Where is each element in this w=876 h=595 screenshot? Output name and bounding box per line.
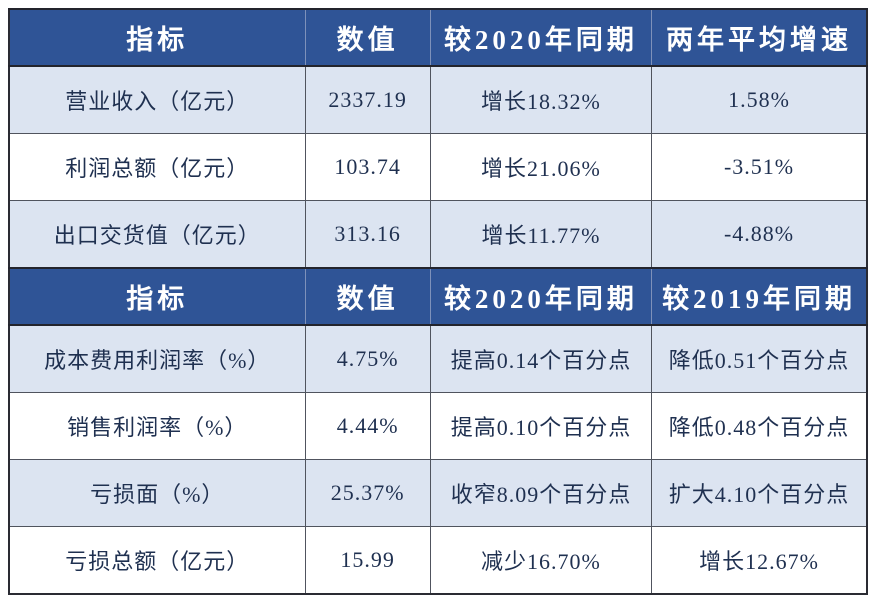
row-loss-ratio: 亏损面（%） 25.37% 收窄8.09个百分点 扩大4.10个百分点 [8, 459, 868, 527]
row-export-delivery-value: 出口交货值（亿元） 313.16 增长11.77% -4.88% [8, 200, 868, 269]
cell-vs-2020: 收窄8.09个百分点 [429, 459, 653, 527]
cell-value: 4.44% [304, 392, 431, 460]
cell-vs-2020: 增长21.06% [429, 133, 653, 201]
cell-vs-2020: 增长11.77% [429, 200, 653, 269]
header-vs-2020: 较2020年同期 [429, 267, 653, 326]
cell-indicator: 成本费用利润率（%） [8, 324, 306, 393]
cell-vs-2019: 增长12.67% [651, 526, 868, 595]
cell-indicator: 出口交货值（亿元） [8, 200, 306, 269]
header-indicator: 指标 [8, 267, 306, 326]
cell-two-year-avg: 1.58% [651, 65, 868, 134]
cell-vs-2019: 降低0.48个百分点 [651, 392, 868, 460]
cell-value: 103.74 [304, 133, 431, 201]
cell-value: 313.16 [304, 200, 431, 269]
economic-indicators-table: 指标 数值 较2020年同期 两年平均增速 营业收入（亿元） 2337.19 增… [8, 8, 868, 595]
cell-value: 25.37% [304, 459, 431, 527]
row-cost-expense-profit-ratio: 成本费用利润率（%） 4.75% 提高0.14个百分点 降低0.51个百分点 [8, 324, 868, 393]
cell-vs-2020: 提高0.14个百分点 [429, 324, 653, 393]
cell-two-year-avg: -4.88% [651, 200, 868, 269]
cell-value: 2337.19 [304, 65, 431, 134]
cell-indicator: 销售利润率（%） [8, 392, 306, 460]
cell-value: 4.75% [304, 324, 431, 393]
row-sales-profit-ratio: 销售利润率（%） 4.44% 提高0.10个百分点 降低0.48个百分点 [8, 392, 868, 460]
cell-vs-2020: 增长18.32% [429, 65, 653, 134]
cell-vs-2020: 减少16.70% [429, 526, 653, 595]
header-two-year-avg-growth: 两年平均增速 [651, 8, 868, 67]
header-value: 数值 [304, 8, 431, 67]
row-total-profit: 利润总额（亿元） 103.74 增长21.06% -3.51% [8, 133, 868, 201]
cell-two-year-avg: -3.51% [651, 133, 868, 201]
row-total-loss: 亏损总额（亿元） 15.99 减少16.70% 增长12.67% [8, 526, 868, 595]
cell-indicator: 亏损总额（亿元） [8, 526, 306, 595]
header-value: 数值 [304, 267, 431, 326]
cell-indicator: 利润总额（亿元） [8, 133, 306, 201]
row-operating-revenue: 营业收入（亿元） 2337.19 增长18.32% 1.58% [8, 65, 868, 134]
cell-vs-2019: 降低0.51个百分点 [651, 324, 868, 393]
section1-header-row: 指标 数值 较2020年同期 两年平均增速 [8, 8, 868, 67]
section2-header-row: 指标 数值 较2020年同期 较2019年同期 [8, 267, 868, 326]
cell-indicator: 营业收入（亿元） [8, 65, 306, 134]
header-vs-2020: 较2020年同期 [429, 8, 653, 67]
cell-vs-2019: 扩大4.10个百分点 [651, 459, 868, 527]
cell-indicator: 亏损面（%） [8, 459, 306, 527]
header-indicator: 指标 [8, 8, 306, 67]
header-vs-2019: 较2019年同期 [651, 267, 868, 326]
cell-value: 15.99 [304, 526, 431, 595]
cell-vs-2020: 提高0.10个百分点 [429, 392, 653, 460]
